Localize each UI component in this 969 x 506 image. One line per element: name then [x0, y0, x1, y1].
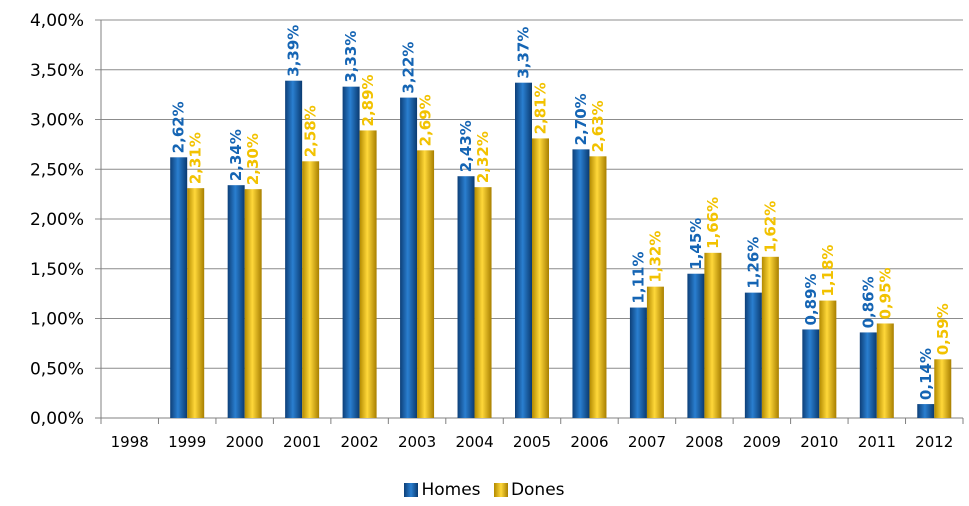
data-label-dones: 2,81%	[532, 82, 550, 134]
data-label-dones: 0,95%	[876, 267, 894, 319]
x-tick-label: 2009	[743, 433, 781, 451]
bar-dones	[302, 161, 320, 419]
legend-swatch-dones	[493, 483, 508, 497]
y-tick-label: 0,00%	[30, 409, 84, 429]
legend-item-homes: Homes	[404, 480, 481, 500]
data-label-dones: 2,31%	[187, 132, 205, 184]
bar-dones	[417, 150, 435, 418]
bar-homes	[515, 82, 532, 418]
data-label-homes: 3,39%	[285, 25, 303, 77]
bar-dones	[532, 138, 549, 418]
data-label-homes: 0,14%	[917, 348, 935, 400]
x-tick-label: 1998	[111, 433, 149, 451]
y-tick-label: 1,00%	[30, 310, 84, 330]
x-axis: 1998 1999 2000 2001 2002 2003 2004 2005 2006 2007…	[111, 433, 954, 451]
data-label-dones: 0,59%	[934, 303, 952, 355]
bar-homes	[744, 292, 762, 418]
bar-homes	[170, 157, 188, 418]
data-label-dones: 2,58%	[302, 105, 320, 157]
bar-homes	[917, 404, 935, 418]
data-label-homes: 3,22%	[400, 42, 418, 94]
data-label-homes: 1,26%	[744, 237, 762, 289]
data-label-homes: 1,11%	[629, 252, 647, 304]
data-label-dones: 2,30%	[244, 133, 262, 185]
bar-homes	[457, 176, 475, 418]
bar-homes	[802, 329, 820, 418]
bar-dones	[876, 323, 894, 418]
data-label-dones: 2,32%	[474, 131, 492, 183]
y-tick-label: 2,50%	[30, 160, 84, 180]
x-tick-label: 2012	[915, 433, 953, 451]
bar-homes	[285, 80, 303, 418]
data-label-dones: 1,32%	[646, 231, 664, 283]
x-tick-label: 2002	[341, 433, 379, 451]
bar-dones	[474, 187, 492, 418]
x-tick-label: 2007	[628, 433, 666, 451]
bar-dones	[187, 188, 205, 418]
x-tick-label: 2008	[685, 433, 723, 451]
bar-chart: 0,00% 0,50% 1,00% 1,50% 2,00% 2,50% 3,00% 3,50%…	[30, 11, 964, 451]
bar-homes	[572, 149, 590, 418]
bar-homes	[687, 273, 705, 418]
bar-homes	[629, 307, 647, 418]
y-tick-label: 1,50%	[30, 260, 84, 280]
data-label-homes: 2,70%	[572, 93, 590, 145]
data-label-homes: 2,34%	[227, 129, 245, 181]
bar-dones	[589, 156, 607, 418]
bar-dones	[934, 359, 952, 418]
legend-swatch-homes	[404, 483, 419, 497]
x-tick-label: 2001	[283, 433, 321, 451]
data-labels: 2,62%2,31% 2,34%2,30% 3,39% 2,58% 3,33%2,89%…	[170, 25, 952, 400]
legend-label-dones: Dones	[510, 480, 565, 500]
bar-dones	[244, 189, 262, 418]
x-tick-label: 2006	[570, 433, 608, 451]
y-axis: 0,00% 0,50% 1,00% 1,50% 2,00% 2,50% 3,00% 3,50%…	[30, 11, 84, 429]
data-label-homes: 0,89%	[802, 273, 820, 325]
legend: Homes Dones	[0, 480, 969, 502]
x-tick-label: 2010	[800, 433, 838, 451]
legend-label-homes: Homes	[421, 480, 481, 500]
bar-dones	[704, 252, 722, 418]
data-label-homes: 0,86%	[859, 276, 877, 328]
data-label-homes: 2,62%	[170, 101, 188, 153]
data-label-homes: 1,45%	[687, 218, 705, 270]
y-tick-label: 4,00%	[30, 11, 84, 31]
x-tick-label: 2005	[513, 433, 551, 451]
y-tick-label: 3,00%	[30, 111, 84, 131]
y-tick-label: 2,00%	[30, 210, 84, 230]
x-tick-label: 2004	[455, 433, 493, 451]
bar-dones	[819, 300, 837, 418]
y-tick-label: 3,50%	[30, 61, 84, 81]
x-tick-label: 2000	[226, 433, 264, 451]
data-label-homes: 3,33%	[342, 31, 360, 83]
bar-homes	[400, 97, 418, 419]
x-tick-label: 2003	[398, 433, 436, 451]
data-label-dones: 1,62%	[761, 201, 779, 253]
data-label-dones: 1,18%	[819, 245, 837, 297]
data-label-dones: 1,66%	[704, 197, 722, 249]
bar-homes	[342, 86, 360, 418]
y-tick-label: 0,50%	[30, 359, 84, 379]
data-label-dones: 2,89%	[359, 74, 377, 126]
data-label-dones: 2,63%	[589, 100, 607, 152]
legend-item-dones: Dones	[493, 480, 565, 500]
bar-dones	[359, 130, 377, 418]
data-label-dones: 2,69%	[417, 94, 435, 146]
data-label-homes: 3,37%	[515, 27, 533, 79]
data-label-homes: 2,43%	[457, 120, 475, 172]
x-tick-label: 1999	[168, 433, 206, 451]
bar-homes	[859, 332, 877, 418]
bar-homes	[227, 185, 245, 418]
bars	[170, 80, 952, 419]
x-tick-label: 2011	[858, 433, 896, 451]
bar-dones	[646, 286, 664, 418]
bar-dones	[761, 256, 779, 418]
